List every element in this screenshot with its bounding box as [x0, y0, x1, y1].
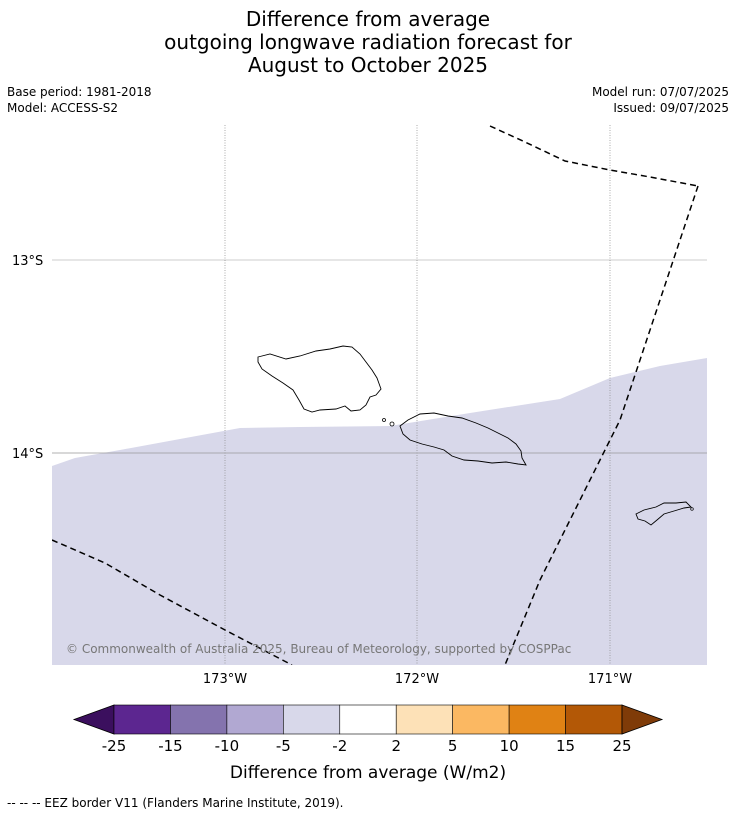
eez-border-east — [504, 185, 699, 665]
lon-label-171w: 171°W — [588, 672, 632, 687]
colorbar: -25 -15 -10 -5 -2 2 5 10 15 25 — [72, 704, 664, 755]
islet-aunuu — [690, 507, 694, 511]
title-line-1: Difference from average — [245, 7, 491, 31]
colorbar-tick-label: -10 — [215, 737, 240, 755]
colorbar-bin — [170, 704, 228, 735]
colorbar-bin — [452, 704, 510, 735]
island-tutuila — [635, 501, 692, 526]
colorbar-extend-low — [72, 704, 115, 735]
colorbar-tick-label: 2 — [391, 737, 401, 755]
eez-border-southwest — [52, 539, 293, 665]
colorbar-tick-label: 5 — [448, 737, 458, 755]
islet-manono — [389, 421, 395, 427]
colorbar-tick-label: 10 — [500, 737, 519, 755]
colorbar-tick-label: -15 — [158, 737, 183, 755]
issued-date: Issued: 09/07/2025 — [613, 101, 729, 115]
colorbar-tick-label: -25 — [102, 737, 127, 755]
model-run: Model run: 07/07/2025 — [591, 85, 729, 99]
map-panel: © Commonwealth of Australia 2025, Bureau… — [52, 125, 707, 665]
lat-label-13s: 13°S — [12, 254, 43, 269]
meta-left: Base period: 1981-2018 Model: ACCESS-S2 — [7, 84, 152, 116]
colorbar-tick-label: 25 — [612, 737, 631, 755]
eez-border-north — [489, 125, 699, 187]
lon-label-172w: 172°W — [395, 672, 439, 687]
colorbar-bin — [395, 704, 453, 735]
islet-apolima — [382, 418, 386, 422]
copyright-note: © Commonwealth of Australia 2025, Bureau… — [66, 642, 571, 656]
chart-title: Difference from average outgoing longwav… — [0, 8, 736, 77]
model-name: Model: ACCESS-S2 — [7, 101, 119, 115]
colorbar-bin — [226, 704, 284, 735]
meta-right: Model run: 07/07/2025 Issued: 09/07/2025 — [592, 84, 729, 116]
colorbar-bin — [339, 704, 397, 735]
title-line-3: August to October 2025 — [247, 53, 489, 77]
colorbar-bin — [508, 704, 566, 735]
colorbar-tick-label: -2 — [332, 737, 347, 755]
island-savaii — [257, 345, 382, 413]
title-line-2: outgoing longwave radiation forecast for — [164, 30, 572, 54]
colorbar-tick-label: -5 — [276, 737, 291, 755]
colorbar-extend-high — [621, 704, 664, 735]
olr-anomaly-region — [52, 358, 707, 665]
colorbar-tick-label: 15 — [556, 737, 575, 755]
colorbar-label: Difference from average (W/m2) — [230, 763, 506, 783]
colorbar-bin — [283, 704, 341, 735]
base-period: Base period: 1981-2018 — [7, 85, 152, 99]
lat-label-14s: 14°S — [12, 447, 43, 462]
eez-legend-note: -- -- -- EEZ border V11 (Flanders Marine… — [7, 796, 344, 810]
colorbar-bin — [565, 704, 623, 735]
lon-label-173w: 173°W — [203, 672, 247, 687]
island-upolu — [399, 412, 527, 466]
colorbar-bin — [113, 704, 171, 735]
